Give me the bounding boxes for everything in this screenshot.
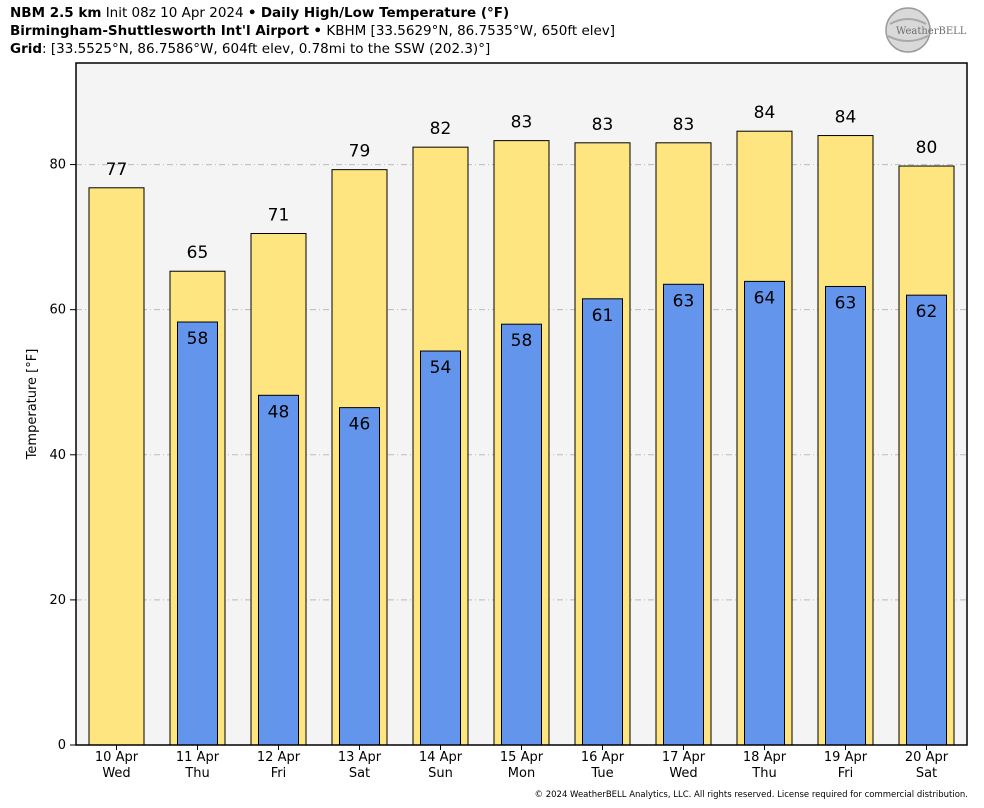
low-temp-bar (906, 294, 947, 746)
y-tick-label: 60 (49, 303, 66, 318)
x-tick-date: 13 Apr (338, 750, 382, 765)
y-tick-label: 80 (49, 158, 66, 173)
product-title: Daily High/Low Temperature (°F) (260, 5, 510, 21)
x-tick-day: Wed (102, 766, 130, 781)
low-temp-label: 64 (754, 288, 776, 308)
init-time: Init 08z 10 Apr 2024 (105, 5, 244, 21)
low-temp-bar (825, 285, 866, 746)
high-temp-label: 77 (106, 160, 128, 180)
grid-details: : [33.5525°N, 86.7586°W, 604ft elev, 0.7… (42, 41, 491, 57)
grid-line: Grid: [33.5525°N, 86.7586°W, 604ft elev,… (10, 41, 490, 58)
low-temp-label: 48 (268, 402, 290, 422)
low-temp-label: 63 (673, 291, 695, 311)
y-tick-label: 0 (58, 738, 66, 753)
x-tick-date: 14 Apr (419, 750, 463, 765)
separator: • (247, 5, 257, 21)
low-temp-bar (420, 350, 461, 746)
x-tick-date: 17 Apr (662, 750, 706, 765)
y-axis-title: Temperature [°F] (25, 349, 40, 461)
high-temp-label: 80 (916, 138, 938, 158)
low-temp-label: 62 (916, 302, 938, 322)
low-temp-label: 63 (835, 293, 857, 313)
low-temp-bar (177, 321, 218, 746)
x-tick-date: 10 Apr (95, 750, 139, 765)
y-tick-label: 20 (49, 593, 66, 608)
plot-frame (75, 62, 968, 746)
x-tick-date: 16 Apr (581, 750, 625, 765)
high-temp-label: 83 (511, 113, 533, 133)
x-tick-date: 18 Apr (743, 750, 787, 765)
high-temp-label: 79 (349, 142, 371, 162)
x-tick-date: 20 Apr (905, 750, 949, 765)
x-tick-day: Sat (349, 766, 370, 781)
low-temp-bar (339, 407, 380, 746)
x-tick-day: Sun (428, 766, 453, 781)
low-temp-label: 58 (187, 329, 209, 349)
x-tick-date: 15 Apr (500, 750, 544, 765)
x-tick-day: Thu (184, 766, 209, 781)
low-temp-label: 46 (349, 415, 371, 435)
logo-text: WeatherBELL (896, 26, 967, 37)
high-temp-label: 71 (268, 206, 290, 226)
low-temp-bar (501, 323, 542, 746)
high-temp-label: 65 (187, 243, 209, 263)
station-details: KBHM [33.5629°N, 86.7535°W, 650ft elev] (326, 23, 616, 39)
low-temp-label: 61 (592, 306, 614, 326)
y-tick-label: 40 (49, 448, 66, 463)
copyright-text: © 2024 WeatherBELL Analytics, LLC. All r… (534, 790, 968, 800)
x-tick-day: Mon (508, 766, 535, 781)
high-temp-bar (88, 187, 145, 746)
high-temp-label: 84 (754, 103, 776, 123)
x-tick-date: 11 Apr (176, 750, 220, 765)
title-line: NBM 2.5 km Init 08z 10 Apr 2024 • Daily … (10, 5, 509, 22)
x-tick-date: 19 Apr (824, 750, 868, 765)
model-name: NBM 2.5 km (10, 5, 102, 21)
low-temp-bar (582, 298, 623, 746)
x-tick-day: Thu (751, 766, 776, 781)
low-temp-label: 54 (430, 358, 452, 378)
high-temp-label: 82 (430, 119, 452, 139)
low-temp-bar (258, 394, 299, 746)
grid-label: Grid (10, 41, 43, 57)
x-tick-day: Fri (838, 766, 854, 781)
low-temp-label: 58 (511, 331, 533, 351)
low-temp-bar (663, 283, 704, 746)
station-line: Birmingham-Shuttlesworth Int'l Airport •… (10, 23, 615, 40)
weatherbell-logo-icon: WeatherBELL (885, 7, 967, 53)
x-tick-day: Sat (916, 766, 937, 781)
low-temp-bar (744, 280, 785, 746)
x-tick-day: Wed (669, 766, 697, 781)
high-temp-label: 84 (835, 108, 857, 128)
station-name: Birmingham-Shuttlesworth Int'l Airport (10, 23, 310, 39)
x-tick-day: Tue (590, 766, 613, 781)
separator: • (313, 23, 323, 39)
x-tick-date: 12 Apr (257, 750, 301, 765)
high-temp-label: 83 (673, 115, 695, 135)
high-temp-label: 83 (592, 115, 614, 135)
x-tick-day: Fri (271, 766, 287, 781)
